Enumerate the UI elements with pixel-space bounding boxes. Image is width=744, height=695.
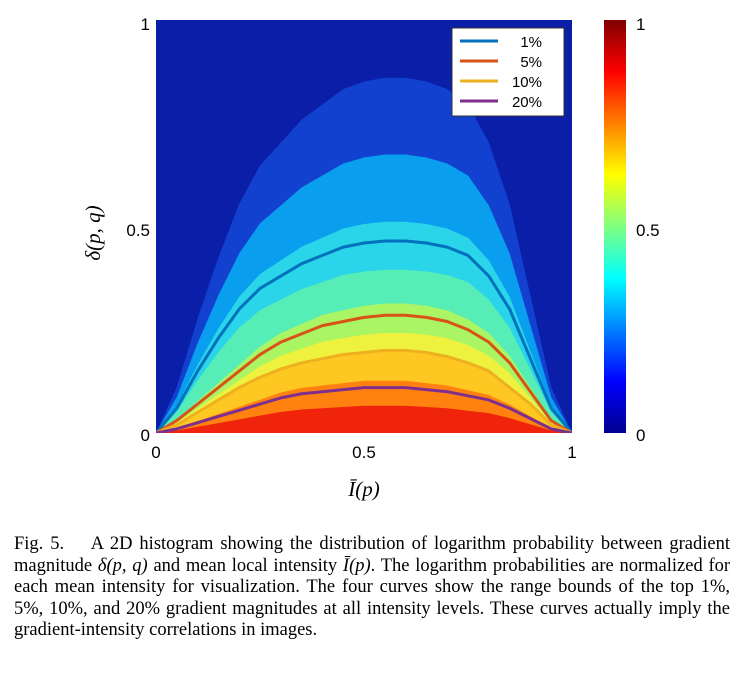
series-line-2 (156, 348, 572, 433)
x-axis: 0 0.5 1 Ī(p) (151, 443, 576, 501)
figure-caption: Fig. 5. A 2D histogram showing the distr… (14, 534, 730, 642)
legend-label-5pct: 5% (520, 54, 542, 71)
series-line-3 (156, 386, 572, 433)
legend: 1% 5% 10% 20% (451, 27, 565, 117)
colorbar-tick-label: 0 (636, 426, 645, 445)
caption-label: Fig. 5. (14, 534, 65, 554)
caption-text: . The logarithm probabilities are normal… (14, 555, 731, 641)
legend-label-1pct: 1% (520, 34, 542, 51)
heatmap-density (156, 77, 572, 433)
colorbar-tick-label: 1 (636, 15, 645, 34)
x-tick-label: 1 (567, 443, 576, 462)
x-tick-label: 0 (151, 443, 160, 462)
x-tick-label: 0.5 (352, 443, 376, 462)
plot-lines (156, 239, 572, 433)
y-tick-label: 0.5 (126, 221, 150, 240)
legend-label-10pct: 10% (512, 74, 542, 91)
y-tick-label: 0 (141, 426, 150, 445)
colorbar-tick-label: 0.5 (636, 221, 660, 240)
series-line-1 (156, 313, 572, 433)
caption-symbol-delta: δ(p, q) (97, 555, 148, 576)
caption-symbol-intensity: Ī(p) (342, 555, 371, 576)
figure: 1 0.5 0 δ(p, q) 0 0.5 1 Ī(p) 1% 5% 10% 2… (81, 15, 660, 501)
legend-label-20pct: 20% (512, 94, 542, 111)
y-axis-label: δ(p, q) (81, 205, 105, 260)
series-line-0 (156, 239, 572, 433)
y-tick-label: 1 (141, 15, 150, 34)
caption-text: and mean local intensity (153, 555, 338, 576)
y-axis: 1 0.5 0 δ(p, q) (81, 15, 150, 445)
colorbar-gradient (604, 20, 626, 433)
x-axis-label: Ī(p) (347, 477, 379, 501)
colorbar: 1 0.5 0 (604, 15, 660, 445)
caption-text: A 2D histogram showing the distribution … (14, 534, 731, 576)
heatmap-density-band (156, 405, 572, 433)
